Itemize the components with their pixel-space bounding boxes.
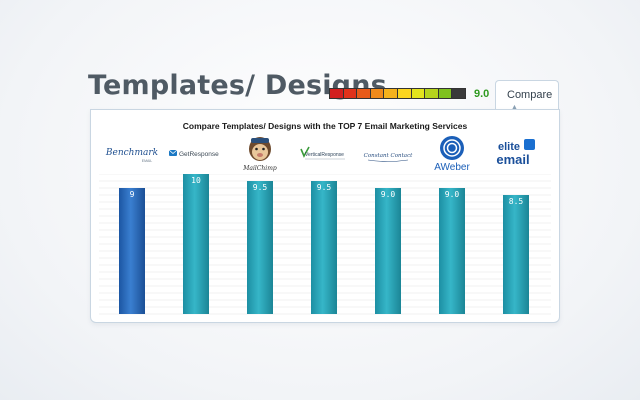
benchmark-logo-sub: EMAIL — [142, 159, 153, 163]
rating-meter — [329, 88, 466, 99]
mailchimp-logo[interactable]: MailChimp — [230, 134, 290, 174]
bar-verticalresponse — [311, 181, 337, 314]
meter-segment — [397, 89, 411, 98]
aweber-logo-text: AWeber — [434, 162, 470, 173]
meter-segment — [370, 89, 384, 98]
compare-tab-label: Compare — [507, 89, 553, 101]
bar-value-label: 9.5 — [253, 183, 268, 192]
bar-getresponse — [183, 174, 209, 314]
constant-contact-logo[interactable]: Constant Contact — [358, 134, 418, 174]
meter-segment — [384, 89, 397, 98]
benchmark-logo-text: Benchmark — [105, 148, 158, 158]
bar-value-label: 9 — [130, 190, 135, 199]
elite-email-logo[interactable]: elite email — [486, 134, 546, 174]
verticalresponse-logo-text: VerticalResponse — [305, 152, 344, 158]
mailchimp-logo-text: MailChimp — [242, 165, 277, 172]
bar-chart: 9 10 9.5 9.5 9.0 9.0 8.5 — [99, 174, 551, 315]
bar-aweber — [439, 188, 465, 314]
compare-tab[interactable]: Compare ▲ — [495, 80, 559, 111]
rating-score: 9.0 — [474, 88, 490, 100]
elite-email-logo-bottom: email — [496, 152, 529, 167]
bar-value-label: 8.5 — [509, 197, 524, 206]
elite-email-logo-top: elite — [498, 141, 520, 153]
bar-benchmark — [119, 188, 145, 314]
meter-segment — [330, 89, 343, 98]
meter-segment — [452, 89, 465, 98]
bar-elite-email — [503, 195, 529, 314]
constant-contact-logo-text: Constant Contact — [364, 153, 414, 159]
benchmark-logo[interactable]: Benchmark EMAIL — [102, 134, 162, 174]
getresponse-logo-text: GetResponse — [179, 151, 219, 158]
aweber-logo[interactable]: AWeber — [422, 134, 482, 174]
chart-title: Compare Templates/ Designs with the TOP … — [182, 121, 468, 131]
bar-value-label: 10 — [191, 176, 201, 185]
getresponse-logo[interactable]: GetResponse — [166, 134, 226, 174]
meter-segment — [438, 89, 452, 98]
bar-value-label: 9.0 — [445, 190, 460, 199]
meter-segment — [357, 89, 370, 98]
chart-panel: Compare Templates/ Designs with the TOP … — [90, 109, 560, 323]
meter-segment — [411, 89, 425, 98]
bar-constant-contact — [375, 188, 401, 314]
meter-segment — [343, 89, 357, 98]
bar-value-label: 9.0 — [381, 190, 396, 199]
bar-mailchimp — [247, 181, 273, 314]
caret-up-icon: ▲ — [511, 104, 518, 111]
verticalresponse-logo[interactable]: VerticalResponse — [294, 134, 354, 174]
meter-segment — [425, 89, 438, 98]
logo-row: Benchmark EMAIL GetResponse MailChimp — [91, 134, 559, 174]
bar-value-label: 9.5 — [317, 183, 332, 192]
